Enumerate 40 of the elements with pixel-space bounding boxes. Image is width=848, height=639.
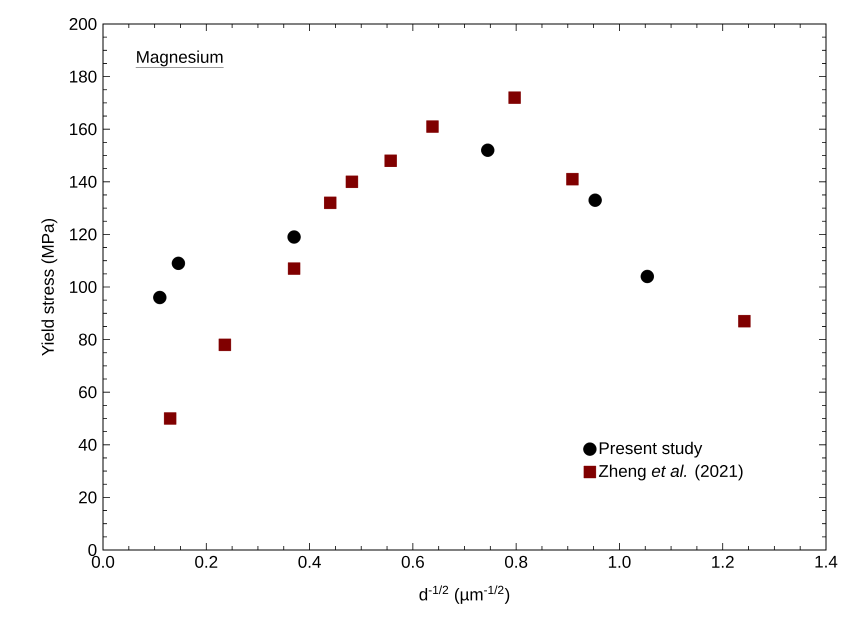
- x-axis-title: d$^{-1/2}$ (µm$^{-1/2}$): [419, 585, 510, 604]
- x-tick-label: 1.0: [608, 556, 631, 568]
- point: [426, 120, 439, 133]
- x-tick-label: 1.4: [815, 556, 838, 568]
- point: [287, 230, 301, 244]
- point: [588, 194, 602, 207]
- y-tick-label: 140: [70, 176, 96, 188]
- point: [508, 91, 521, 104]
- point: [384, 154, 397, 167]
- x-tick-label: 0.0: [92, 556, 114, 568]
- legend-label: Zheng et al. (2021): [598, 464, 743, 480]
- x-tick-label: 0.6: [402, 556, 424, 568]
- y-tick-label: 100: [70, 280, 96, 294]
- legend-label: Present study: [600, 442, 702, 458]
- point: [481, 144, 494, 157]
- point: [164, 412, 176, 425]
- y-axis-title: Yield stress (MPa): [41, 218, 58, 356]
- point: [346, 176, 358, 188]
- y-tick-label: 180: [70, 70, 96, 83]
- y-tick-label: 120: [70, 228, 96, 240]
- point: [738, 314, 751, 328]
- point: [324, 196, 336, 210]
- point: [172, 256, 186, 270]
- x-tick-label: 0.2: [195, 556, 218, 568]
- point: [566, 172, 579, 186]
- y-tick-label: 160: [70, 123, 96, 136]
- point: [640, 270, 654, 284]
- y-tick-label: 80: [78, 334, 96, 346]
- y-tick-label: 200: [70, 18, 96, 30]
- y-tick-label: 60: [79, 386, 96, 398]
- x-tick-label: 1.2: [712, 556, 734, 568]
- x-tick-label: 0.8: [504, 556, 528, 568]
- point: [218, 338, 232, 352]
- point: [288, 262, 300, 275]
- x-tick-label: 0.4: [298, 556, 321, 568]
- y-tick-label: 20: [79, 491, 96, 504]
- annotation: Magnesium: [137, 50, 222, 66]
- point: [153, 290, 167, 304]
- y-tick-label: 40: [78, 438, 96, 451]
- y-tick-label: 0: [88, 544, 96, 556]
